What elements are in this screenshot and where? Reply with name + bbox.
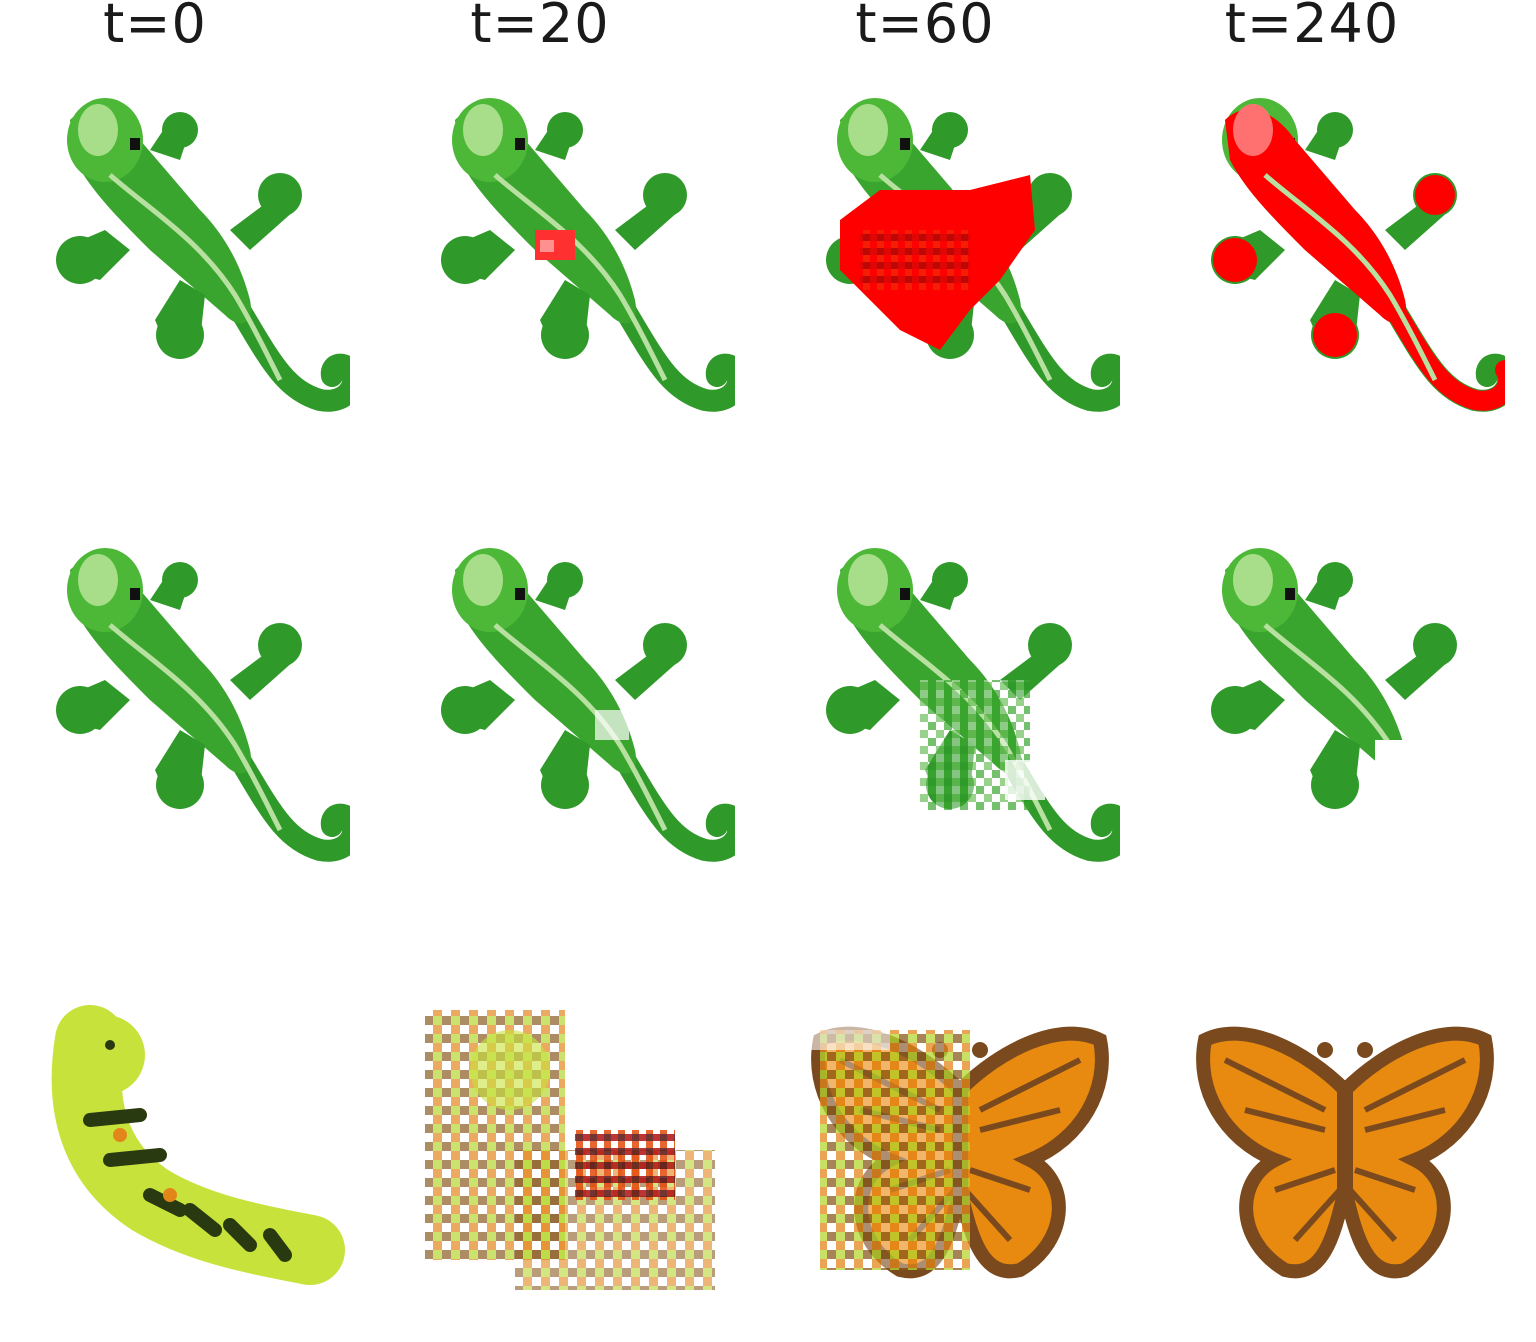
row2-t20-caterpillar-noisy bbox=[415, 980, 735, 1320]
col-label-3: t=240 bbox=[1224, 0, 1400, 55]
col-label-1: t=20 bbox=[470, 0, 610, 55]
row2-t0-caterpillar bbox=[30, 980, 350, 1320]
row0-t60-lizard-red-spread bbox=[800, 80, 1120, 420]
row2-t60-butterfly-forming bbox=[800, 980, 1120, 1320]
row0-t0-lizard-intact bbox=[30, 80, 350, 420]
col-label-2: t=60 bbox=[855, 0, 995, 55]
row1-t0-lizard-intact bbox=[30, 530, 350, 870]
row1-t240-lizard-tail-missing bbox=[1185, 530, 1505, 870]
col-label-0: t=0 bbox=[103, 0, 207, 55]
row1-t20-lizard-small-damage bbox=[415, 530, 735, 870]
row1-t60-lizard-tail-damaged bbox=[800, 530, 1120, 870]
row2-t240-butterfly bbox=[1185, 980, 1505, 1320]
row0-t240-lizard-fully-red bbox=[1185, 80, 1505, 420]
row0-t20-lizard-small-damage bbox=[415, 80, 735, 420]
